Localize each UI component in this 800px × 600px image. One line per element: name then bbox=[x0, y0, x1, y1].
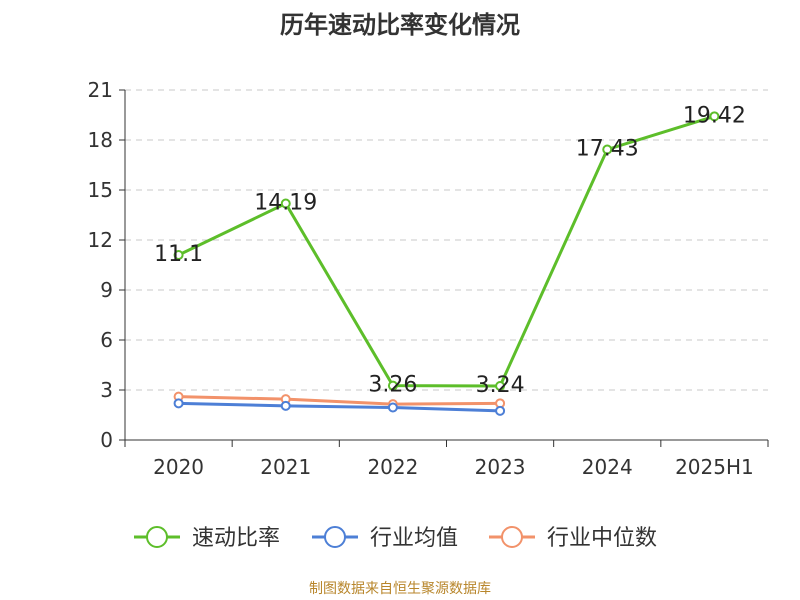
data-point bbox=[495, 381, 506, 391]
data-point bbox=[495, 405, 506, 416]
y-tick-label: 15 bbox=[88, 178, 113, 202]
grid-layer bbox=[125, 89, 768, 391]
series-line bbox=[177, 114, 715, 388]
y-tick-label: 6 bbox=[100, 328, 113, 352]
y-tick-label: 21 bbox=[88, 78, 113, 102]
data-label: 17.43 bbox=[576, 137, 639, 162]
y-tick-label: 9 bbox=[100, 278, 113, 302]
x-tick-label: 2021 bbox=[260, 455, 311, 479]
x-tick-label: 2022 bbox=[367, 455, 418, 479]
series-line bbox=[178, 395, 501, 406]
data-point bbox=[387, 380, 398, 391]
data-label: 14.19 bbox=[254, 191, 317, 216]
y-tick-label: 18 bbox=[88, 128, 113, 152]
legend-marker bbox=[146, 526, 168, 548]
data-point bbox=[280, 400, 291, 411]
data-point bbox=[173, 398, 184, 409]
data-label-layer: 11.1 14.19 3.26 3.24 17.43 19.42 bbox=[154, 103, 746, 398]
legend-label: 行业中位数 bbox=[547, 526, 657, 551]
data-label: 3.26 bbox=[368, 373, 417, 398]
axis-layer: 0 3 6 9 12 15 18 21 2020 2021 2022 2023 2024 2025H1 bbox=[88, 78, 769, 479]
legend-label: 速动比率 bbox=[192, 526, 280, 551]
series-layer bbox=[173, 111, 720, 416]
x-tick-label: 2024 bbox=[582, 455, 633, 479]
data-point bbox=[602, 144, 613, 155]
series-line bbox=[178, 401, 501, 413]
legend: 速动比率 行业均值 行业中位数 bbox=[134, 526, 657, 551]
data-label: 11.1 bbox=[154, 242, 203, 267]
data-point bbox=[387, 402, 398, 413]
legend-marker bbox=[324, 526, 346, 548]
y-tick-label: 0 bbox=[100, 428, 113, 452]
x-tick-label: 2023 bbox=[475, 455, 526, 479]
data-point bbox=[280, 198, 291, 209]
chart-title: 历年速动比率变化情况 bbox=[280, 11, 520, 39]
source-note: 制图数据来自恒生聚源数据库 bbox=[309, 581, 491, 597]
data-point bbox=[173, 250, 184, 260]
data-point bbox=[709, 111, 720, 122]
y-tick-label: 3 bbox=[100, 378, 113, 402]
data-label: 19.42 bbox=[683, 103, 746, 128]
data-label: 3.24 bbox=[476, 373, 525, 398]
legend-label: 行业均值 bbox=[370, 526, 458, 551]
legend-marker bbox=[501, 526, 523, 548]
x-tick-label: 2020 bbox=[153, 455, 204, 479]
x-tick-label: 2025H1 bbox=[675, 455, 754, 479]
y-tick-label: 12 bbox=[88, 228, 113, 252]
